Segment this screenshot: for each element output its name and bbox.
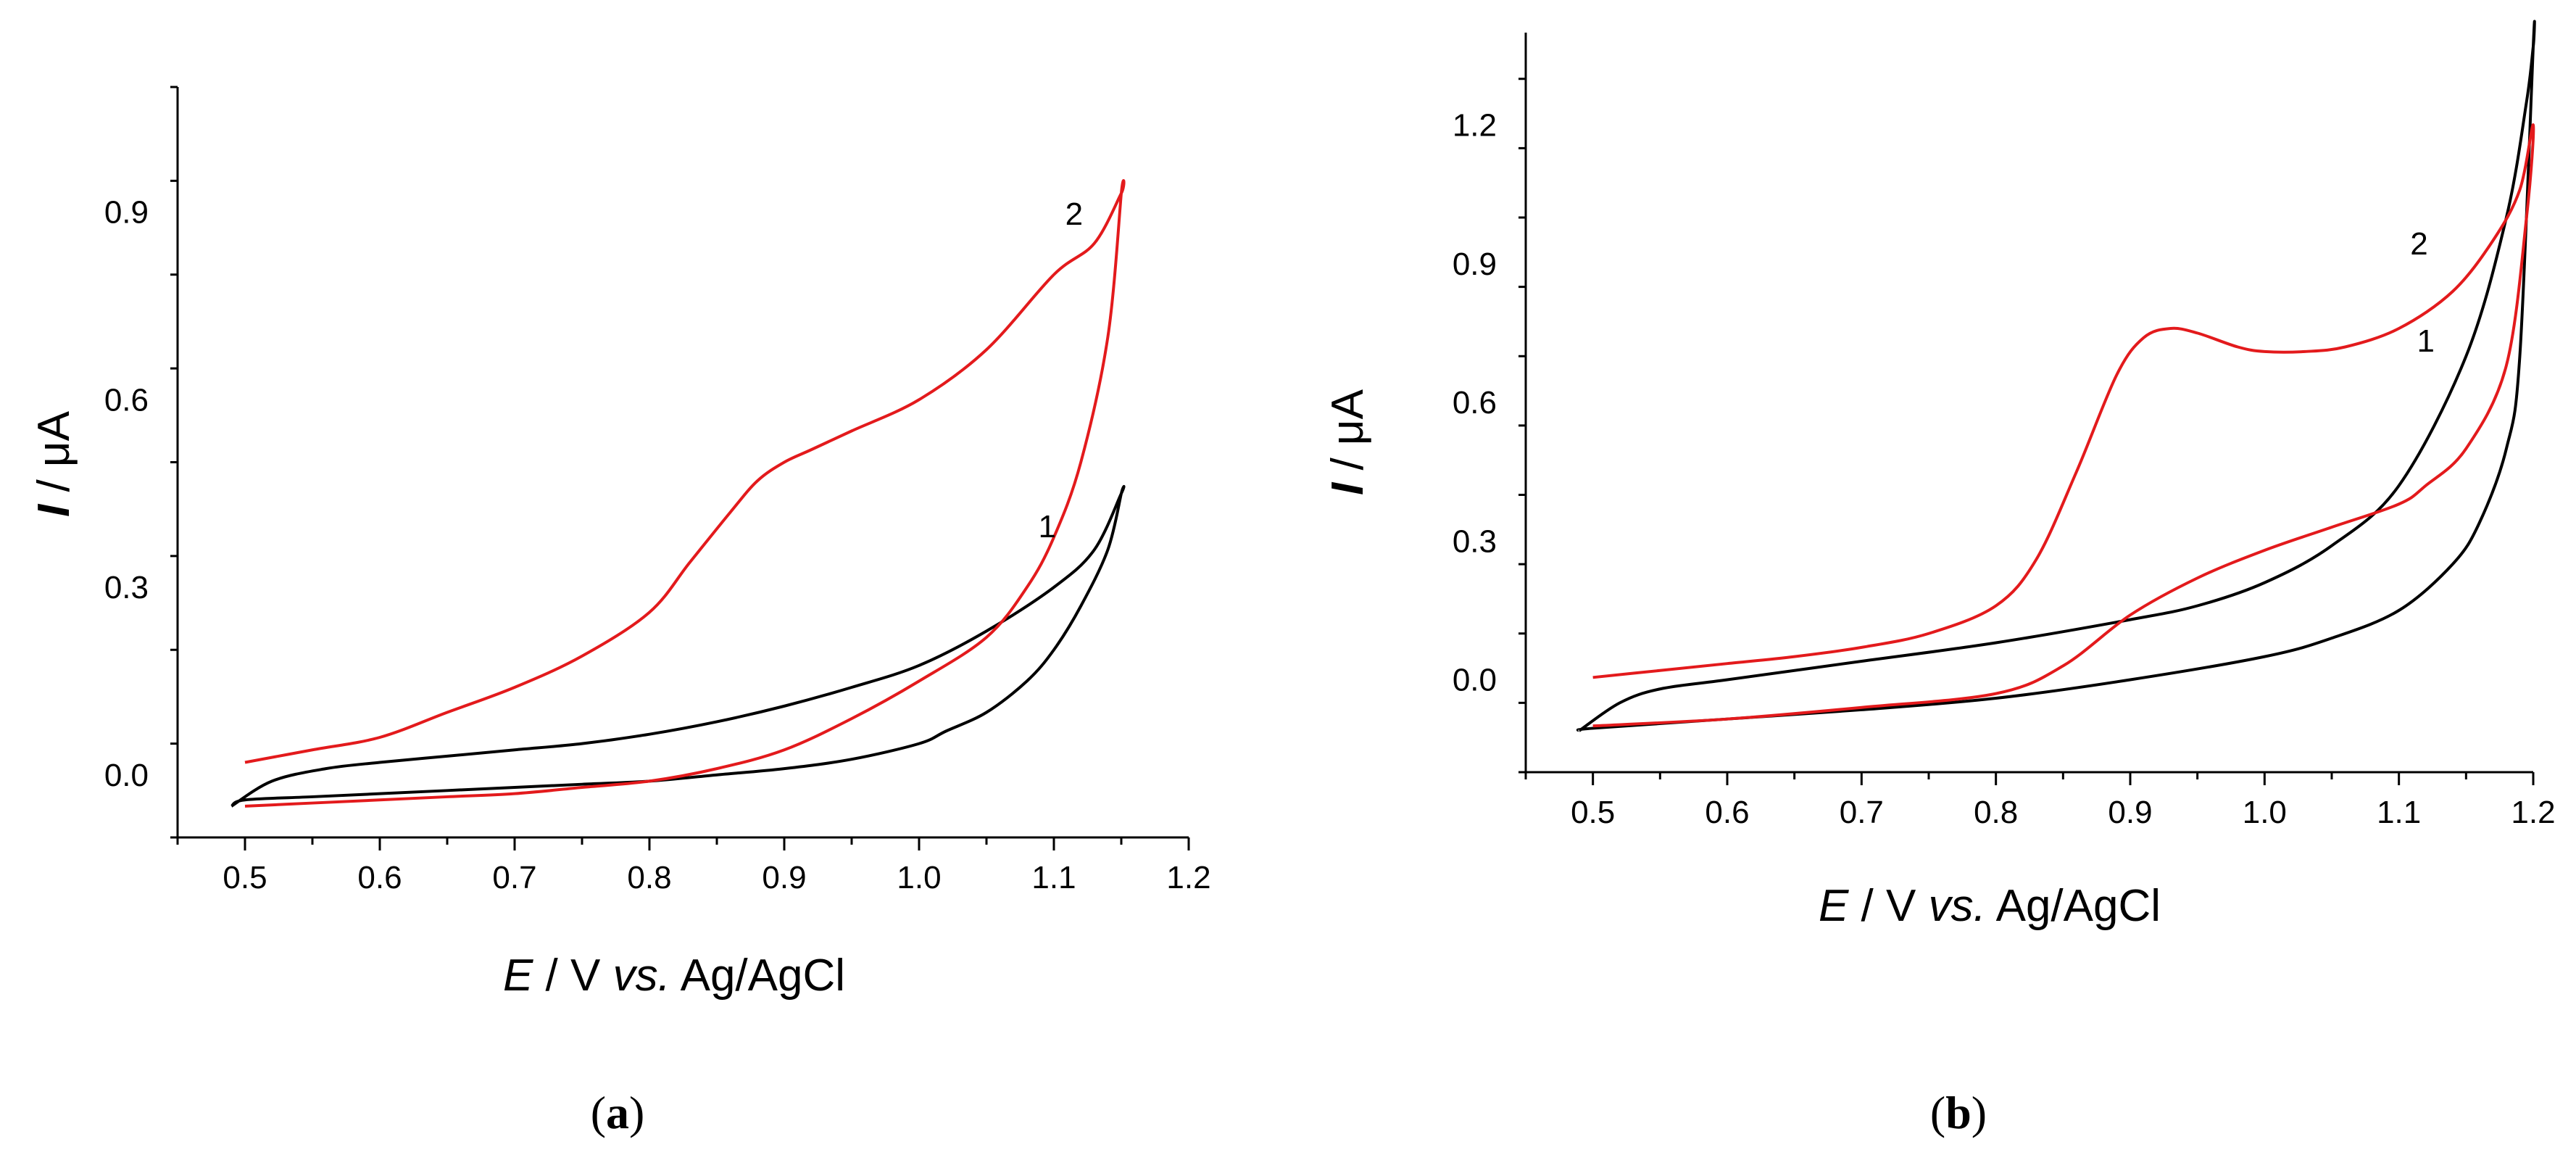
panel-a-caption: (a) — [591, 1087, 645, 1138]
chart-b-y-tick-label: 0.6 — [1453, 385, 1497, 421]
chart-a-axes — [176, 87, 1189, 839]
chart-a-y-tick-label: 0.3 — [104, 570, 149, 605]
chart-a-x-tick-label: 0.5 — [223, 860, 267, 895]
chart-a-series — [230, 179, 1126, 808]
chart-a-x-tick-label: 0.7 — [492, 860, 536, 895]
chart-b-series-1-curve — [1576, 20, 2536, 732]
chart-a-series-2-curve — [244, 179, 1126, 808]
chart-a-curve-label-1: 1 — [1038, 509, 1055, 545]
chart-b-x-ticks: 0.5 0.6 0.7 0.8 0.9 1.0 1.1 1.2 — [1524, 772, 2556, 830]
chart-b-y-tick-label: 0.9 — [1453, 247, 1497, 282]
chart-b-curve-label-2: 2 — [2410, 226, 2427, 262]
chart-a-x-axis-label: E / V vs. Ag/AgCl — [503, 951, 845, 1001]
chart-a-y-axis-label: I / μA — [29, 410, 79, 517]
chart-b-x-axis-label: E / V vs. Ag/AgCl — [1819, 881, 2161, 931]
chart-a-series-1-curve — [230, 484, 1126, 808]
chart-panel-b: 0.5 0.6 0.7 0.8 0.9 1.0 1.1 1.2 0.0 0.3 0.6 0.9 1.2… — [1323, 20, 2556, 1138]
chart-b-x-tick-label: 0.5 — [1571, 795, 1615, 830]
chart-a-y-ticks: 0.0 0.3 0.6 0.9 — [104, 86, 178, 839]
chart-b-x-tick-label: 1.1 — [2377, 795, 2421, 830]
chart-a-x-tick-label: 1.0 — [897, 860, 941, 895]
chart-b-y-axis-label: I / μA — [1323, 389, 1373, 495]
chart-a-x-tick-label: 1.2 — [1166, 860, 1210, 895]
chart-panel-a: 0.5 0.6 0.7 0.8 0.9 1.0 1.1 1.2 0.00.30.60.9 12… — [29, 86, 1211, 1138]
chart-a-y-tick-label: 0.0 — [104, 758, 149, 793]
chart-a-x-tick-label: 0.6 — [357, 860, 402, 895]
chart-b-y-tick-label: 0.0 — [1453, 663, 1497, 698]
chart-b-x-tick-label: 0.9 — [2108, 795, 2152, 830]
chart-b-y-ticks: 0.0 0.3 0.6 0.9 1.2 — [1453, 78, 1526, 774]
chart-b-x-tick-label: 0.7 — [1840, 795, 1884, 830]
chart-a-x-tick-label: 0.8 — [627, 860, 671, 895]
chart-a-x-tick-label: 0.9 — [762, 860, 806, 895]
chart-a-annotations: 12 — [1038, 196, 1083, 545]
chart-b-x-tick-label: 0.6 — [1705, 795, 1749, 830]
chart-b-series-2-curve — [1592, 123, 2535, 728]
chart-b-x-tick-label: 1.2 — [2511, 795, 2555, 830]
chart-b-annotations: 12 — [2410, 226, 2435, 359]
chart-b-series — [1576, 20, 2536, 732]
chart-b-y-tick-label: 1.2 — [1453, 108, 1497, 144]
chart-b-x-tick-label: 1.0 — [2243, 795, 2287, 830]
chart-b-curve-label-1: 1 — [2417, 323, 2434, 359]
chart-a-x-ticks: 0.5 0.6 0.7 0.8 0.9 1.0 1.1 1.2 — [176, 837, 1211, 895]
chart-a-y-tick-label: 0.9 — [104, 195, 149, 231]
chart-a-curve-label-2: 2 — [1065, 196, 1083, 232]
chart-a-y-tick-label: 0.6 — [104, 382, 149, 418]
chart-a-x-tick-label: 1.1 — [1031, 860, 1076, 895]
chart-b-y-tick-label: 0.3 — [1453, 523, 1497, 559]
panel-b-caption: (b) — [1930, 1087, 1987, 1138]
chart-b-axes — [1524, 33, 2533, 774]
chart-b-x-tick-label: 0.8 — [1974, 795, 2018, 830]
